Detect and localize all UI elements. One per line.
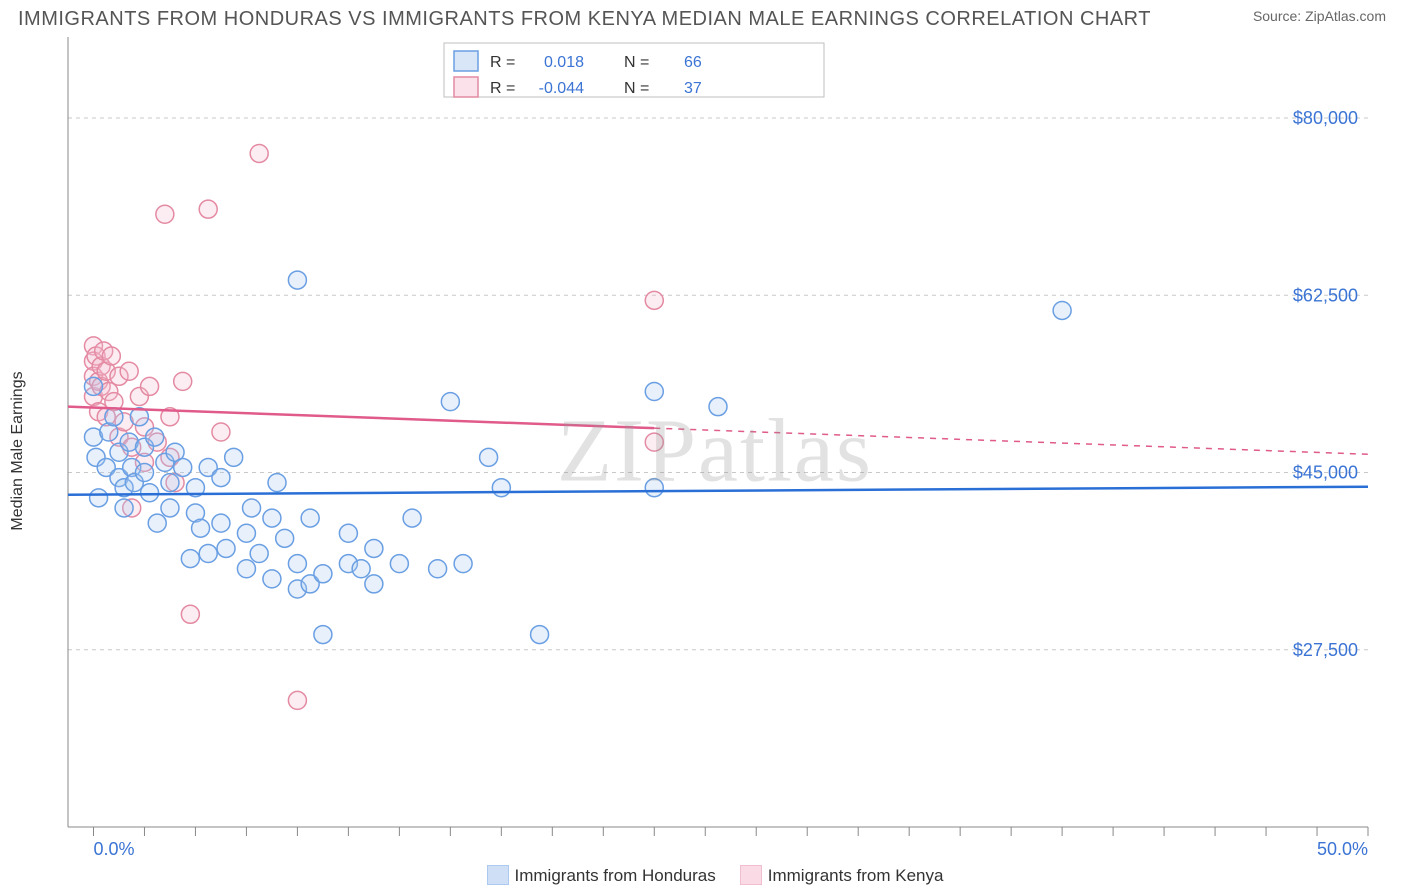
data-point xyxy=(250,545,268,563)
data-point xyxy=(531,626,549,644)
svg-text:$80,000: $80,000 xyxy=(1293,108,1358,128)
data-point xyxy=(161,499,179,517)
data-point xyxy=(365,575,383,593)
source-credit: Source: ZipAtlas.com xyxy=(1253,8,1386,24)
chart-area: Median Male Earnings $27,500$45,000$62,5… xyxy=(24,37,1406,865)
data-point xyxy=(268,474,286,492)
data-point xyxy=(212,469,230,487)
data-point xyxy=(314,626,332,644)
data-point xyxy=(454,555,472,573)
svg-text:66: 66 xyxy=(684,54,702,71)
data-point xyxy=(146,428,164,446)
data-point xyxy=(314,565,332,583)
data-point xyxy=(645,433,663,451)
data-point xyxy=(480,448,498,466)
data-point xyxy=(288,271,306,289)
legend-bottom: Immigrants from Honduras Immigrants from … xyxy=(0,865,1406,886)
data-point xyxy=(212,514,230,532)
data-point xyxy=(645,479,663,497)
legend-label: Immigrants from Honduras xyxy=(515,866,716,885)
data-point xyxy=(199,545,217,563)
data-point xyxy=(339,524,357,542)
data-point xyxy=(390,555,408,573)
legend-swatch xyxy=(740,865,762,885)
data-point xyxy=(237,560,255,578)
data-point xyxy=(115,499,133,517)
data-point xyxy=(141,484,159,502)
data-point xyxy=(148,514,166,532)
svg-text:R =: R = xyxy=(490,54,515,71)
data-point xyxy=(181,605,199,623)
data-point xyxy=(263,570,281,588)
data-point xyxy=(288,691,306,709)
svg-text:N =: N = xyxy=(624,54,649,71)
data-point xyxy=(84,377,102,395)
trend-line-extrapolated xyxy=(654,428,1368,454)
svg-text:N =: N = xyxy=(624,80,649,97)
data-point xyxy=(243,499,261,517)
data-point xyxy=(181,550,199,568)
data-point xyxy=(237,524,255,542)
legend-swatch xyxy=(487,865,509,885)
data-point xyxy=(105,408,123,426)
trend-line xyxy=(68,407,654,428)
data-point xyxy=(120,362,138,380)
data-point xyxy=(217,539,235,557)
data-point xyxy=(301,509,319,527)
data-point xyxy=(288,555,306,573)
data-point xyxy=(645,291,663,309)
svg-text:37: 37 xyxy=(684,80,702,97)
source-link[interactable]: ZipAtlas.com xyxy=(1305,8,1386,24)
data-point xyxy=(141,377,159,395)
scatter-chart-svg: $27,500 $45,000 $62,500 $80,000 0.0% 50.0% R =… xyxy=(24,37,1384,865)
svg-text:0.0%: 0.0% xyxy=(93,839,134,859)
data-point xyxy=(263,509,281,527)
data-point xyxy=(135,464,153,482)
data-point xyxy=(174,372,192,390)
data-point xyxy=(90,489,108,507)
legend-label: Immigrants from Kenya xyxy=(768,866,944,885)
data-point xyxy=(276,529,294,547)
data-point xyxy=(156,205,174,223)
data-point xyxy=(102,347,120,365)
y-axis-label: Median Male Earnings xyxy=(9,371,27,530)
data-point xyxy=(250,144,268,162)
svg-text:$27,500: $27,500 xyxy=(1293,640,1358,660)
data-point xyxy=(352,560,370,578)
data-point xyxy=(1053,301,1071,319)
svg-text:0.018: 0.018 xyxy=(544,54,584,71)
data-point xyxy=(441,393,459,411)
data-point xyxy=(645,382,663,400)
data-point xyxy=(709,398,727,416)
svg-text:50.0%: 50.0% xyxy=(1317,839,1368,859)
data-point xyxy=(403,509,421,527)
data-point xyxy=(429,560,447,578)
data-point xyxy=(199,200,217,218)
trend-line xyxy=(68,487,1368,495)
svg-text:R =: R = xyxy=(490,80,515,97)
data-point xyxy=(161,474,179,492)
chart-title: IMMIGRANTS FROM HONDURAS VS IMMIGRANTS F… xyxy=(18,8,1151,31)
data-point xyxy=(492,479,510,497)
data-point xyxy=(212,423,230,441)
data-point xyxy=(225,448,243,466)
data-point xyxy=(365,539,383,557)
data-point xyxy=(192,519,210,537)
svg-text:$62,500: $62,500 xyxy=(1293,285,1358,305)
svg-text:$45,000: $45,000 xyxy=(1293,463,1358,483)
legend-top: R = 0.018 N = 66 R = -0.044 N = 37 xyxy=(444,43,824,97)
svg-text:-0.044: -0.044 xyxy=(539,80,584,97)
data-point xyxy=(174,458,192,476)
